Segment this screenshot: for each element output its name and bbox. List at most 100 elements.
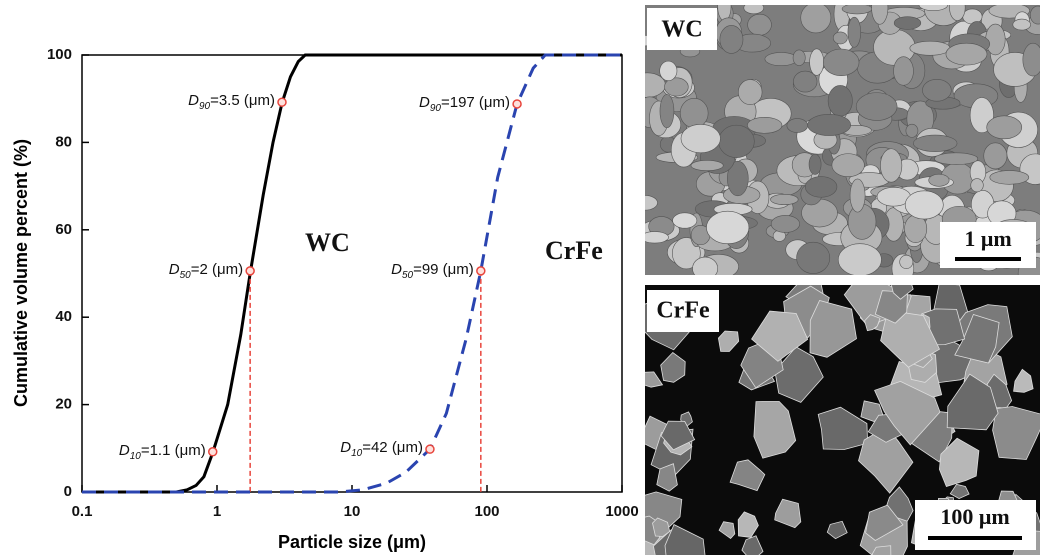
series-label: WC <box>305 228 350 257</box>
x-tick-label: 1000 <box>605 503 638 520</box>
grain <box>971 179 984 192</box>
grain <box>660 94 674 127</box>
grain <box>842 4 872 14</box>
grain <box>771 215 799 232</box>
x-tick-label: 0.1 <box>72 503 93 520</box>
label-sub: 10 <box>351 448 363 459</box>
grain <box>797 242 830 273</box>
label-sub: 50 <box>402 270 414 281</box>
series-label: CrFe <box>545 236 603 265</box>
x-axis-label: Particle size (μm) <box>278 532 426 552</box>
grain <box>922 79 951 101</box>
marker-label: D90=3.5 (μm) <box>188 92 275 112</box>
label-sub: 10 <box>130 450 142 461</box>
y-tick-label: 60 <box>55 221 72 238</box>
marker-label: D10=1.1 (μm) <box>119 442 206 462</box>
scale-bar-label: 1 μm <box>964 226 1011 251</box>
line <box>82 55 622 492</box>
marker <box>513 100 521 108</box>
grain <box>771 194 799 204</box>
grain <box>765 52 797 65</box>
label-part: D <box>340 439 351 456</box>
grain <box>905 191 943 219</box>
grain <box>805 177 837 198</box>
label-part: D <box>119 442 130 459</box>
marker-label: D90=197 (μm) <box>419 94 510 114</box>
grain <box>838 244 881 276</box>
grain <box>946 43 987 65</box>
line <box>82 55 622 492</box>
label-part: =99 (μm) <box>413 261 474 278</box>
label-sub: 90 <box>430 103 442 114</box>
grain <box>706 211 748 243</box>
grain <box>910 41 950 55</box>
grain <box>738 80 762 105</box>
grain <box>848 17 861 47</box>
scale-bar-label: 100 μm <box>940 504 1009 529</box>
grain <box>693 257 718 280</box>
figure: WC 1 μm CrFe 100 μm Particle size (μm) C… <box>0 0 1043 557</box>
grain <box>833 32 847 44</box>
grain <box>810 49 824 76</box>
image-label: WC <box>661 17 702 43</box>
grain <box>990 171 1029 185</box>
grain <box>801 3 831 33</box>
grain <box>856 93 897 121</box>
grain <box>828 85 852 116</box>
y-tick-label: 100 <box>47 46 72 63</box>
label-part: D <box>391 261 402 278</box>
grain <box>747 117 782 133</box>
marker <box>426 445 434 453</box>
grain <box>680 98 708 128</box>
marker <box>246 267 254 275</box>
grain <box>633 195 658 210</box>
marker <box>209 448 217 456</box>
y-tick-label: 20 <box>55 396 72 413</box>
grain <box>880 149 901 182</box>
label-part: D <box>188 92 199 109</box>
grain <box>850 179 865 212</box>
grain <box>929 174 949 186</box>
grain <box>1023 43 1043 76</box>
label-sub: 90 <box>199 101 211 112</box>
label-part: =3.5 (μm) <box>210 92 275 109</box>
grain <box>744 2 764 14</box>
image-label: CrFe <box>656 298 710 324</box>
grain <box>913 135 957 152</box>
grain <box>629 73 665 98</box>
grain <box>673 213 697 228</box>
label-part: =197 (μm) <box>441 94 510 111</box>
plot-frame <box>82 55 622 492</box>
x-tick-label: 10 <box>344 503 361 520</box>
grain <box>720 25 743 53</box>
grain <box>691 160 723 170</box>
grain <box>748 14 772 35</box>
grain <box>894 57 914 86</box>
grain <box>641 232 669 243</box>
x-tick-label: 100 <box>474 503 499 520</box>
grain <box>987 116 1022 139</box>
grain <box>984 143 1007 169</box>
marker <box>477 267 485 275</box>
marker-label: D50=2 (μm) <box>169 261 243 281</box>
marker-label: D10=42 (μm) <box>340 439 423 459</box>
y-tick-label: 80 <box>55 133 72 150</box>
grain <box>919 0 948 11</box>
label-part: =1.1 (μm) <box>141 442 206 459</box>
label-part: D <box>419 94 430 111</box>
y-axis-label: Cumulative volume percent (%) <box>11 139 31 407</box>
label-part: =42 (μm) <box>362 439 423 456</box>
grain <box>986 24 1006 55</box>
label-part: D <box>169 261 180 278</box>
grain <box>793 50 805 66</box>
grain <box>934 153 977 165</box>
grain <box>906 124 918 137</box>
grain <box>900 255 913 268</box>
label-sub: 50 <box>180 270 192 281</box>
grain <box>681 124 720 152</box>
grain <box>809 154 821 174</box>
y-tick-label: 0 <box>64 483 72 500</box>
grain <box>832 154 865 177</box>
grain <box>823 49 859 76</box>
grain <box>787 119 808 133</box>
